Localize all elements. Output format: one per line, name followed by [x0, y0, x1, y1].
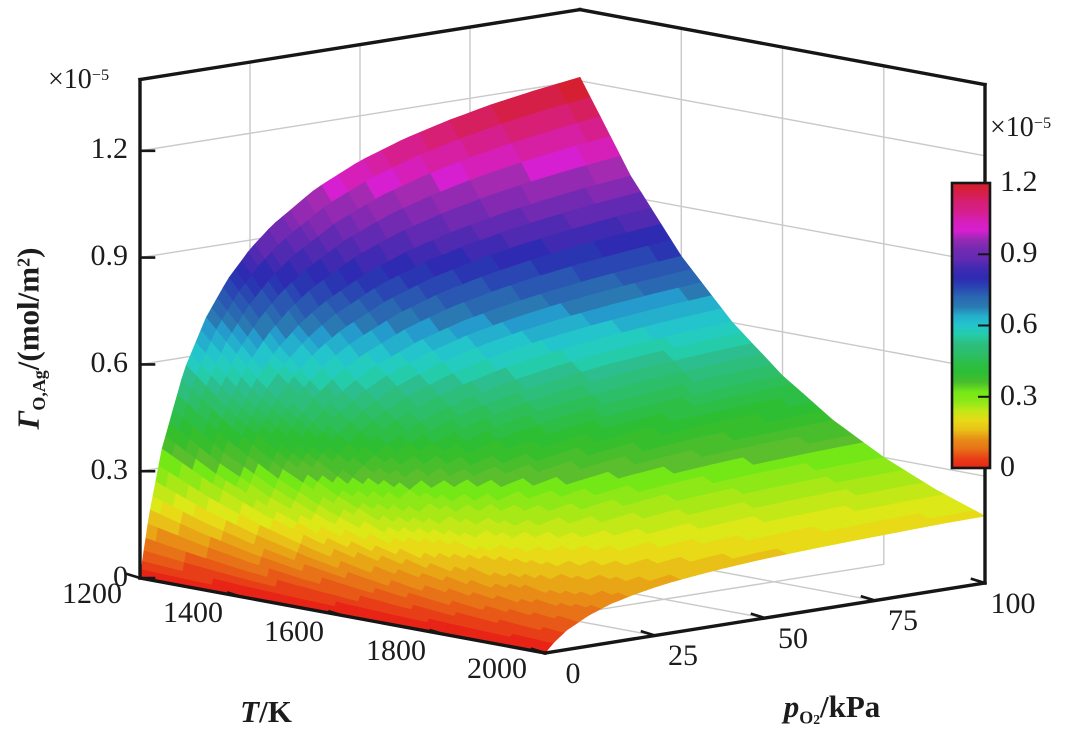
x-tick-label: 1200 [62, 577, 122, 610]
x-tick-label: 1800 [366, 634, 426, 667]
colorbar-tick-label: 0.3 [1000, 379, 1038, 412]
y-tick-label: 100 [990, 587, 1036, 620]
colorbar-tick-label: 0.6 [1000, 307, 1038, 340]
z-tick-label: 0.6 [90, 346, 129, 379]
y-tick-label: 25 [668, 639, 698, 672]
y-tick-label: 75 [888, 604, 918, 637]
z-tick-label: 0 [113, 560, 128, 593]
x-tick-label: 1600 [264, 615, 324, 648]
x-tick-label: 1400 [163, 596, 223, 629]
z-tick-label: 1.2 [90, 132, 129, 165]
colorbar-tick-label: 0 [1000, 450, 1015, 483]
x-tick-label: 2000 [467, 652, 527, 685]
z-axis-title: ΓO,Ag/(mol/m2) [10, 247, 49, 430]
y-axis-title: pO2/kPa [783, 689, 881, 728]
surface-mesh [139, 76, 986, 654]
colorbar-tick-label: 1.2 [1000, 165, 1038, 198]
y-tick-label: 50 [778, 622, 808, 655]
colorbar-multiplier: ×10−5 [990, 112, 1052, 143]
z-tick-label: 0.9 [90, 239, 129, 272]
z-tick-label: 0.3 [90, 453, 129, 486]
colorbar-tick-label: 0.9 [1000, 236, 1038, 269]
colorbar [950, 181, 992, 470]
y-tick-label: 0 [565, 657, 581, 690]
x-axis-title: T/K [240, 694, 292, 729]
z-axis-multiplier: ×10−5 [48, 64, 110, 95]
